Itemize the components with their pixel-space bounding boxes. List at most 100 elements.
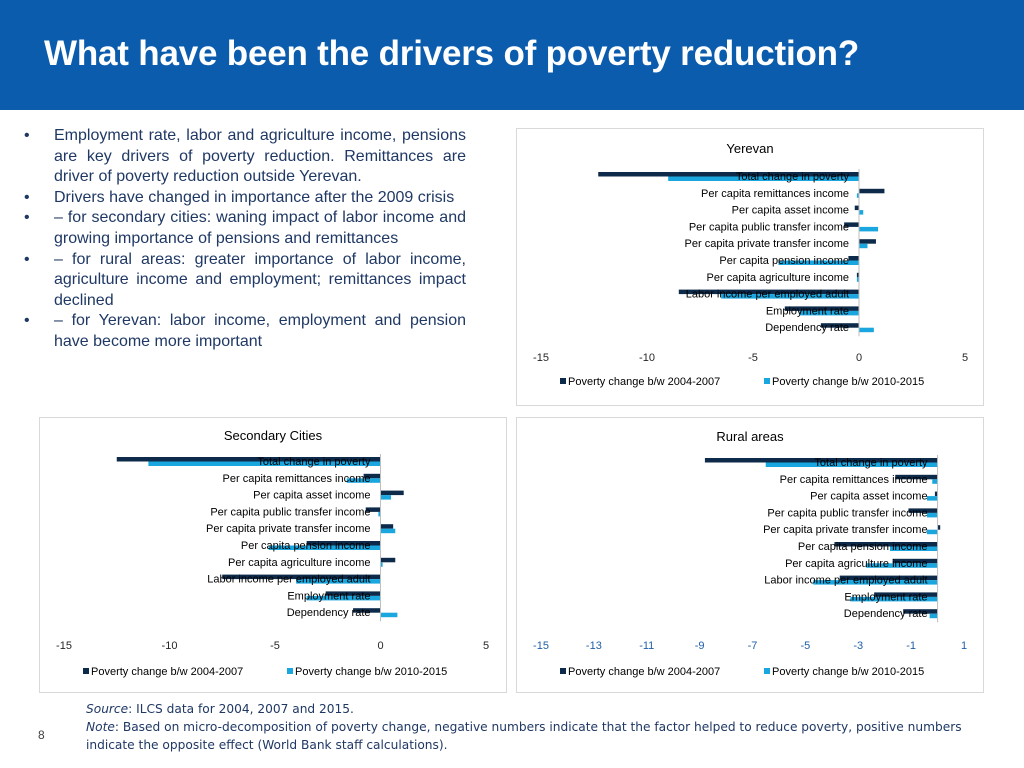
- chart-title: Yerevan: [726, 141, 773, 156]
- category-label: Per capita private transfer income: [763, 524, 927, 536]
- bar-series-2010-2015: [306, 595, 381, 601]
- x-tick-label: -9: [695, 640, 705, 652]
- page-number: 8: [38, 728, 45, 742]
- bar-series-2010-2015: [859, 243, 868, 249]
- note-label: Note: [86, 720, 115, 734]
- chart-panel-yerevan: Yerevan Total change in poverty Per capita…: [516, 128, 984, 406]
- source-text: : ILCS data for 2004, 2007 and 2015.: [128, 702, 354, 716]
- bullet-marker: •: [24, 127, 30, 144]
- bar-series-2004-2007: [934, 491, 938, 497]
- category-label: Per capita remittances income: [701, 188, 849, 200]
- bar-series-2010-2015: [380, 562, 383, 567]
- bar-series-2010-2015: [799, 310, 859, 316]
- legend-swatch: [560, 378, 566, 384]
- legend-swatch: [560, 668, 566, 674]
- x-tick-label: -5: [748, 352, 758, 364]
- legend-label: Poverty change b/w 2004-2007: [91, 666, 243, 678]
- bar-series-2004-2007: [325, 591, 381, 596]
- bar-series-2010-2015: [813, 580, 938, 585]
- category-label: Dependency rate: [287, 607, 371, 619]
- bullet-text: Drivers have changed in importance after…: [54, 188, 455, 206]
- page-title: What have been the drivers of poverty re…: [44, 34, 860, 73]
- bullet-item: • Employment rate, labor and agriculture…: [24, 126, 466, 188]
- category-label: Dependency rate: [844, 608, 928, 620]
- chart-panel-rural-areas: Rural areas Total change in poverty Per ca…: [516, 417, 984, 693]
- bar-series-2004-2007: [380, 557, 396, 563]
- category-label: Labor income per employed adult: [207, 574, 370, 586]
- bar-series-2010-2015: [668, 176, 859, 181]
- bar-series-2004-2007: [598, 172, 859, 177]
- category-label: Per capita private transfer income: [206, 523, 370, 535]
- bar-series-2010-2015: [850, 596, 938, 602]
- bullet-item: • – for rural areas: greater importance …: [24, 250, 466, 312]
- chart-title: Rural areas: [716, 429, 784, 444]
- bar-series-2004-2007: [908, 508, 938, 513]
- category-label: Total change in poverty: [257, 456, 371, 468]
- category-label: Per capita remittances income: [780, 474, 928, 486]
- category-label: Per capita pension income: [719, 255, 849, 267]
- bar-series-2010-2015: [721, 294, 859, 299]
- note-text: : Based on micro-decomposition of povert…: [86, 720, 962, 752]
- bullet-marker: •: [24, 209, 30, 227]
- category-label: Per capita asset income: [810, 491, 927, 503]
- x-tick-label: -11: [639, 640, 654, 652]
- bar-series-2004-2007: [903, 609, 938, 614]
- category-label: Per capita agriculture income: [785, 558, 927, 570]
- legend-swatch: [764, 378, 770, 384]
- title-banner: What have been the drivers of poverty re…: [0, 0, 1024, 110]
- category-label: Per capita public transfer income: [767, 507, 927, 519]
- bar-series-2004-2007: [859, 239, 876, 244]
- bar-series-2004-2007: [856, 272, 859, 278]
- bullet-text: – for Yerevan: labor income, employment …: [54, 312, 466, 350]
- category-label: Per capita public transfer income: [689, 221, 849, 233]
- bar-series-2010-2015: [380, 528, 396, 534]
- legend-label: Poverty change b/w 2004-2007: [568, 376, 720, 388]
- legend-label: Poverty change b/w 2010-2015: [772, 376, 924, 388]
- category-label: Employment rate: [766, 305, 849, 317]
- x-tick-label: -3: [853, 640, 863, 652]
- legend-swatch: [764, 668, 770, 674]
- bar-series-2010-2015: [859, 210, 864, 215]
- category-label: Per capita pension income: [798, 541, 928, 553]
- bar-series-2010-2015: [778, 260, 859, 265]
- bar-series-2004-2007: [839, 575, 938, 581]
- legend-label: Poverty change b/w 2004-2007: [568, 666, 720, 678]
- bar-series-2010-2015: [380, 612, 398, 618]
- bullet-text: Employment rate, labor and agriculture i…: [54, 127, 466, 186]
- footnote: Source: ILCS data for 2004, 2007 and 201…: [86, 700, 986, 754]
- x-tick-label: -5: [270, 640, 280, 652]
- category-label: Per capita asset income: [253, 490, 370, 502]
- bar-series-2010-2015: [926, 529, 938, 535]
- bullet-marker: •: [24, 188, 30, 206]
- x-tick-label: -15: [56, 640, 72, 652]
- chart-panel-secondary-cities: Secondary Cities Total change in poverty P…: [39, 417, 507, 693]
- bullet-marker: •: [24, 250, 30, 268]
- x-tick-label: -10: [162, 640, 178, 652]
- category-label: Employment rate: [844, 591, 927, 603]
- bar-series-2010-2015: [856, 277, 859, 282]
- x-tick-label: -7: [748, 640, 758, 652]
- bar-series-2010-2015: [856, 193, 859, 198]
- bar-series-2004-2007: [353, 608, 381, 613]
- x-tick-label: 0: [377, 640, 383, 652]
- bullet-text: – for secondary cities: waning impact of…: [54, 209, 466, 247]
- x-tick-label: 5: [962, 352, 968, 364]
- category-label: Dependency rate: [765, 322, 849, 334]
- bar-series-2010-2015: [926, 496, 938, 501]
- bar-series-2004-2007: [306, 541, 381, 546]
- category-label: Total change in poverty: [814, 457, 928, 469]
- category-label: Total change in poverty: [736, 171, 850, 183]
- bar-series-2004-2007: [380, 490, 404, 496]
- category-label: Per capita asset income: [732, 205, 849, 217]
- legend-label: Poverty change b/w 2010-2015: [772, 666, 924, 678]
- bar-series-2004-2007: [820, 323, 859, 328]
- category-label: Per capita remittances income: [223, 473, 371, 485]
- bar-series-2004-2007: [222, 574, 381, 580]
- bar-series-2010-2015: [765, 462, 938, 467]
- bar-series-2004-2007: [892, 558, 938, 564]
- bar-series-2004-2007: [678, 289, 859, 295]
- bar-series-2010-2015: [148, 461, 381, 466]
- bar-series-2010-2015: [346, 478, 381, 483]
- x-tick-label: -10: [639, 352, 655, 364]
- bar-series-2010-2015: [932, 479, 938, 484]
